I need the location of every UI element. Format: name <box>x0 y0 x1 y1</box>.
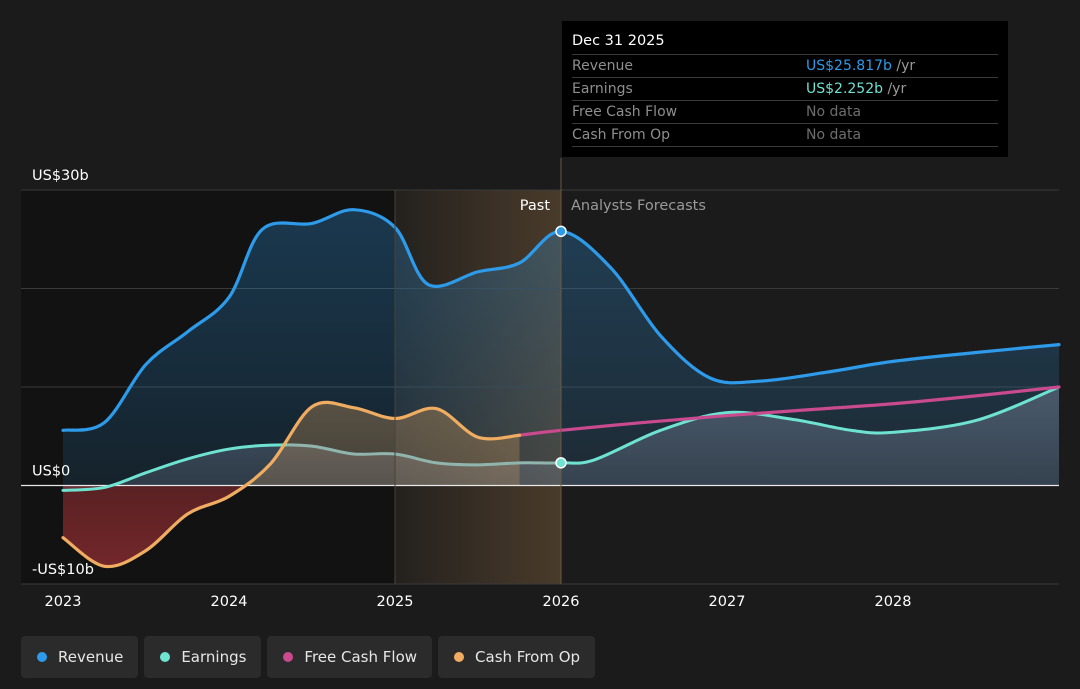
cash-from-op-area-negative <box>63 485 520 567</box>
legend-label: Cash From Op <box>475 648 581 666</box>
tooltip-value: No data <box>806 127 862 143</box>
x-tick-label: 2023 <box>45 594 82 610</box>
legend-label: Earnings <box>181 648 247 666</box>
y-tick-label: US$30b <box>32 168 89 184</box>
legend-dot-icon <box>283 652 294 662</box>
y-tick-label: US$0 <box>32 464 70 480</box>
x-tick-label: 2027 <box>709 594 746 610</box>
x-axis-labels: 2023 2024 2025 2026 2027 2028 <box>45 594 912 610</box>
x-tick-label: 2025 <box>377 594 414 610</box>
tooltip-label: Free Cash Flow <box>572 104 678 120</box>
legend-label: Free Cash Flow <box>304 648 418 666</box>
x-tick-label: 2026 <box>543 594 580 610</box>
tooltip-value: No data <box>806 104 862 120</box>
free-cash-flow-line <box>517 385 1061 437</box>
tooltip: Dec 31 2025 Revenue US$25.817b /yr Earni… <box>562 21 1008 157</box>
earnings-marker <box>555 457 567 469</box>
legend-item-free-cash-flow[interactable]: Free Cash Flow <box>267 636 433 678</box>
legend-dot-icon <box>454 652 465 662</box>
series-lines <box>61 208 1061 569</box>
tooltip-row-free-cash-flow: Free Cash Flow No data <box>572 100 998 123</box>
legend-label: Revenue <box>58 648 124 666</box>
tooltip-row-cash-from-op: Cash From Op No data <box>572 123 998 147</box>
tooltip-row-revenue: Revenue US$25.817b /yr <box>572 54 998 77</box>
tooltip-label: Cash From Op <box>572 127 671 143</box>
tooltip-label: Earnings <box>572 81 633 97</box>
x-tick-label: 2028 <box>875 594 912 610</box>
y-axis-labels: US$30b US$0 -US$10b <box>32 168 94 578</box>
tooltip-row-earnings: Earnings US$2.252b /yr <box>572 77 998 100</box>
legend-item-cash-from-op[interactable]: Cash From Op <box>438 636 596 678</box>
revenue-line <box>61 208 1061 432</box>
forecast-label: Analysts Forecasts <box>571 198 706 214</box>
legend-item-earnings[interactable]: Earnings <box>144 636 262 678</box>
legend-dot-icon <box>37 652 47 662</box>
legend: Revenue Earnings Free Cash Flow Cash Fro… <box>21 636 596 678</box>
x-tick-label: 2024 <box>211 594 248 610</box>
legend-dot-icon <box>160 652 171 662</box>
earnings-line-past <box>287 443 561 467</box>
tooltip-date: Dec 31 2025 <box>572 33 665 49</box>
hover-markers <box>555 225 567 469</box>
tooltip-label: Revenue <box>572 58 633 74</box>
tooltip-value: US$25.817b /yr <box>806 58 916 74</box>
y-tick-label: -US$10b <box>32 562 94 578</box>
tooltip-value: US$2.252b /yr <box>806 81 907 97</box>
legend-item-revenue[interactable]: Revenue <box>21 636 139 678</box>
cash-from-op-line <box>61 400 522 569</box>
past-label: Past <box>520 198 551 214</box>
revenue-marker <box>555 225 567 238</box>
